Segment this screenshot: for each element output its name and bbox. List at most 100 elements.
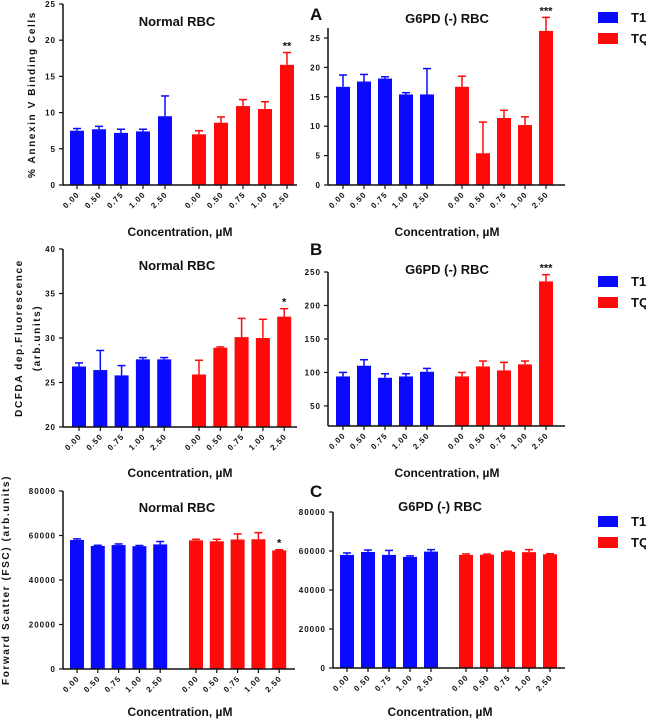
bar-t111-0.50 [93,370,108,427]
y-tick-label: 60000 [299,547,326,556]
bar-tq-2.50 [543,554,557,668]
y-axis-label: DCFDA dep.Fluorescence [14,259,25,417]
x-tick-label: 0.00 [446,190,466,210]
legend: T111 TQ [598,10,646,46]
chart-title: G6PD (-) RBC [405,262,489,277]
x-tick-label: 0.50 [82,674,102,694]
chart-panel-6: 0.00 0.50 0.75 1.00 2.50 0.00 0.50 0.75 1.00 2.50… [299,482,565,719]
y-tick-label: 20 [45,423,56,432]
panel-label: A [310,5,322,24]
bar-t111-0.75 [114,375,129,427]
chart-panel-1: 0.00 0.50 0.75 1.00 2.50 0.00 0.50 0.75 1.00**2.… [27,0,297,239]
x-tick-label: 0.50 [83,190,103,210]
x-tick-label: 0.50 [205,432,225,452]
x-tick-label: 0.00 [331,673,351,693]
x-tick-label: 0.00 [61,190,81,210]
x-tick-label: 2.50 [148,432,168,452]
chart-panel-5: 0.00 0.50 0.75 1.00 2.50 0.00 0.50 0.75 1.00*2.5… [1,475,295,719]
y-tick-label: 10 [310,122,321,131]
x-tick-label: 0.75 [369,431,389,451]
x-tick-label: 0.75 [222,674,242,694]
bar-t111-2.50 [158,116,172,185]
y-tick-label: 80000 [29,487,56,496]
bar-tq-1.00 [251,539,266,669]
y-axis-label: % Annexin V Binding Cells [27,11,38,178]
bar-tq-0.75 [236,106,250,185]
y-tick-label: 5 [51,145,56,154]
y-tick-label: 15 [310,93,321,102]
x-tick-label: 2.50 [530,190,550,210]
x-tick-label: 2.50 [144,674,164,694]
x-tick-label: 0.50 [85,432,105,452]
bar-tq-1.00 [258,108,272,185]
bar-t111-0.75 [382,554,396,668]
bar-t111-0.00 [70,539,84,669]
x-tick-label: 0.00 [446,431,466,451]
bar-t111-2.50 [157,359,172,427]
x-tick-label: 1.00 [127,190,147,210]
bar-t111-0.75 [378,377,392,426]
chart-panel-3: 0.00 0.50 0.75 1.00 2.50 0.00 0.50 0.75 1.00*2.5… [14,245,297,480]
x-axis-label: Concentration, µM [128,466,233,480]
bar-t111-1.00 [399,376,413,426]
x-tick-label: 1.00 [124,674,144,694]
x-tick-label: 0.00 [180,674,200,694]
y-tick-label: 0 [51,181,56,190]
bar-tq-0.75 [230,539,245,669]
x-tick-label: 0.50 [201,674,221,694]
bar-tq-0.75 [497,117,511,185]
legend-swatch-t111 [598,276,618,287]
x-axis-label: Concentration, µM [395,466,500,480]
bar-t111-0.00 [340,554,354,668]
bar-t111-0.00 [336,86,350,185]
x-tick-label: 0.50 [348,190,368,210]
y-tick-label: 25 [45,379,56,388]
y-tick-label: 0 [321,664,326,673]
significance-label: * [277,538,282,550]
x-tick-label: 1.00 [513,673,533,693]
y-tick-label: 200 [305,301,321,310]
bar-t111-0.50 [90,545,105,669]
x-tick-label: 0.75 [105,190,125,210]
legend-label: TQ [631,31,646,46]
bar-t111-0.75 [114,132,128,185]
x-tick-label: 1.00 [509,190,529,210]
y-tick-label: 25 [45,0,56,9]
bar-t111-1.00 [403,556,417,668]
bar-tq-0.00 [192,374,206,427]
x-tick-label: 1.00 [249,190,269,210]
bar-t111-1.00 [132,546,147,669]
bar-t111-2.50 [420,371,434,426]
x-tick-label: 0.50 [471,673,491,693]
x-tick-label: 0.75 [492,673,512,693]
bar-tq-1.00 [518,125,532,185]
bar-tq-0.75 [234,337,249,427]
y-tick-label: 20 [310,63,321,72]
x-tick-label: 0.75 [488,431,508,451]
y-tick-label: 40 [45,245,56,254]
y-tick-label: 0 [316,181,321,190]
x-tick-label: 1.00 [243,674,263,694]
bar-t111-1.00 [136,131,150,185]
x-tick-label: 0.50 [467,431,487,451]
bar-t111-0.00 [70,130,84,185]
x-tick-label: 0.50 [352,673,372,693]
x-tick-label: 0.75 [106,432,126,452]
chart-title: G6PD (-) RBC [405,11,489,26]
x-tick-label: 0.75 [227,190,247,210]
x-tick-label: 0.75 [488,190,508,210]
x-tick-label: 1.00 [509,431,529,451]
x-tick-label: 0.00 [183,432,203,452]
significance-label: *** [540,5,554,17]
x-tick-label: 0.50 [205,190,225,210]
legend-swatch-t111 [598,12,618,23]
panel-label: B [310,240,322,259]
y-axis-label: (arb.units) [32,305,43,372]
bar-t111-0.75 [378,78,392,185]
panel-label: C [310,482,322,501]
bar-tq-2.50 [539,30,553,185]
legend: T111 TQ [598,514,646,550]
x-tick-label: 2.50 [534,673,554,693]
bar-tq-1.00 [522,552,536,668]
